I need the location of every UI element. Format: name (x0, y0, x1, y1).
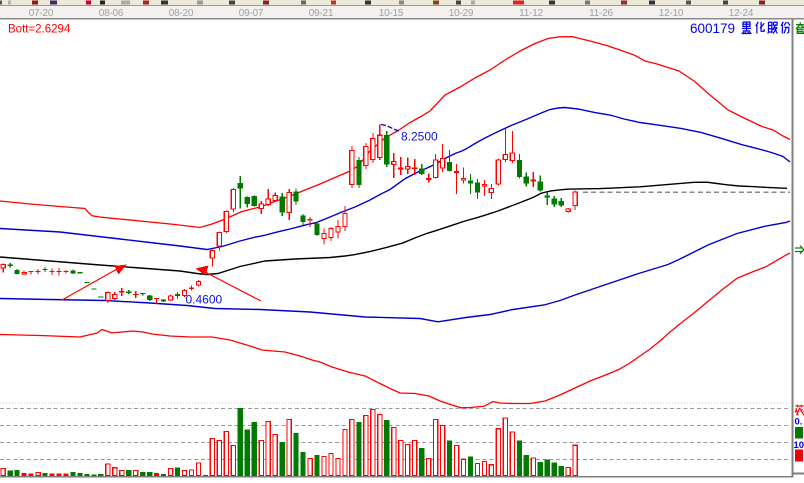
svg-text:10-15: 10-15 (379, 8, 404, 19)
svg-text:12-24: 12-24 (729, 8, 754, 19)
svg-text:8.2500: 8.2500 (401, 130, 438, 144)
svg-text:07-20: 07-20 (29, 8, 54, 19)
svg-text:Bott=2.6294: Bott=2.6294 (8, 24, 71, 36)
svg-text:10: 10 (794, 440, 804, 451)
svg-text:11-26: 11-26 (589, 8, 613, 19)
svg-text:09-07: 09-07 (239, 8, 264, 19)
svg-text:600179: 600179 (690, 21, 735, 36)
svg-text:0.: 0. (795, 417, 803, 428)
svg-text:08-20: 08-20 (169, 8, 194, 19)
svg-text:0.4600: 0.4600 (186, 293, 223, 307)
svg-text:09-21: 09-21 (309, 8, 334, 19)
svg-text:10-29: 10-29 (449, 8, 474, 19)
svg-text:08-06: 08-06 (99, 8, 124, 19)
svg-text:12-10: 12-10 (659, 8, 684, 19)
svg-text:11-12: 11-12 (519, 8, 543, 19)
